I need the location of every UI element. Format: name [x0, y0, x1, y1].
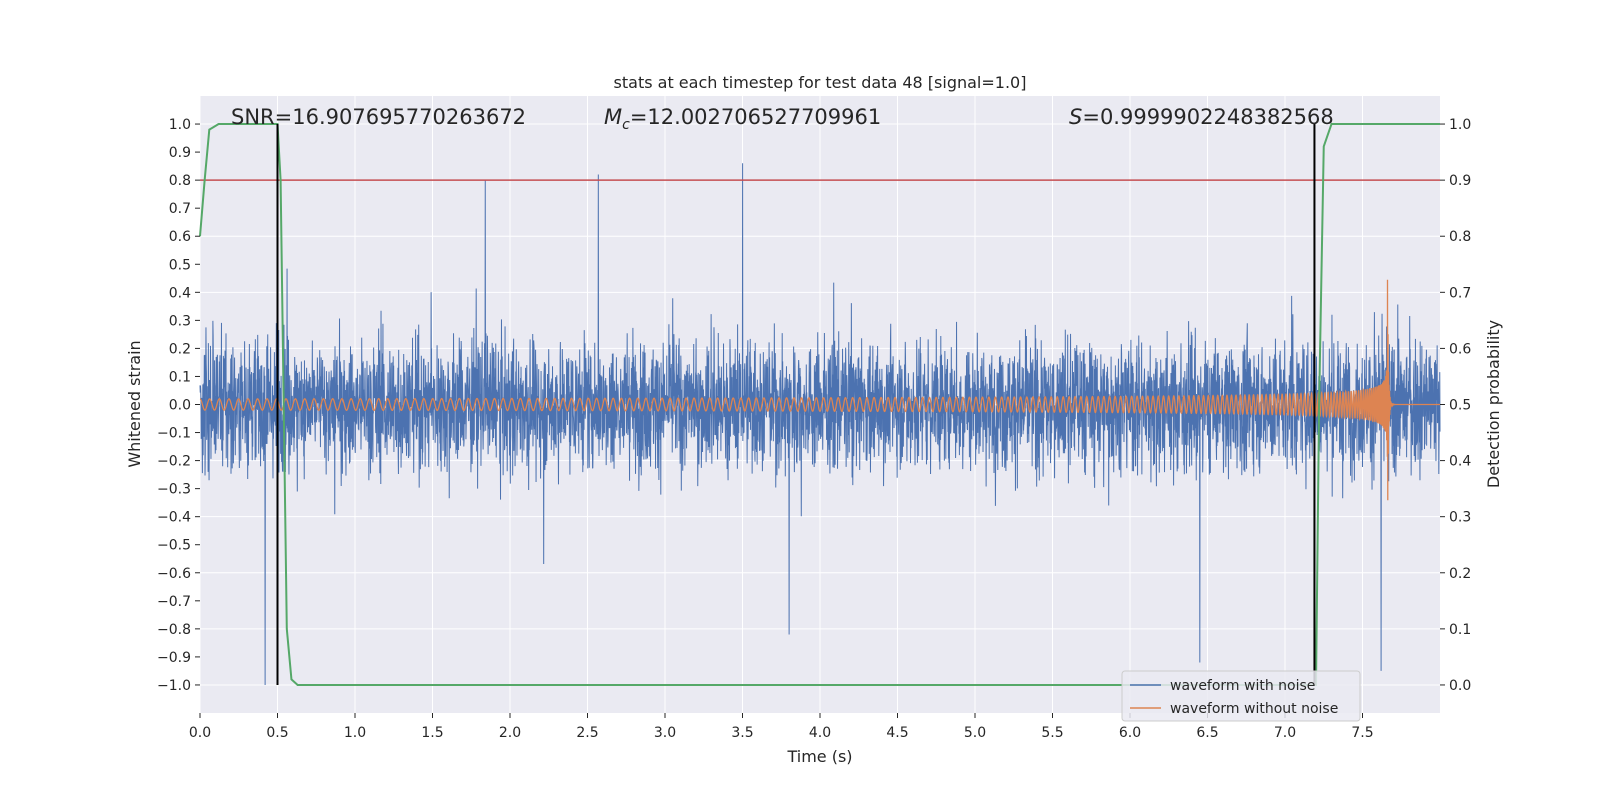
y-tick-label-left: −0.9 — [157, 650, 191, 666]
y-tick-label-left: 0.1 — [169, 369, 191, 385]
y-tick-label-right: 0.0 — [1449, 678, 1471, 694]
s-value: =0.9999902248382568 — [1082, 105, 1333, 129]
y-axis-label-right: Detection probability — [1484, 320, 1503, 488]
y-ticks-right: 1.0 0.9 0.8 0.7 0.6 0.5 0.4 0.3 0.2 0.1 0.0 — [1440, 117, 1471, 694]
legend-label-signal: waveform without noise — [1170, 701, 1338, 717]
x-tick-label: 2.5 — [576, 725, 598, 741]
probability-series — [199, 123, 1440, 686]
y-tick-label-left: 0.0 — [169, 398, 191, 414]
y-tick-label-left: −0.4 — [157, 510, 191, 526]
x-tick-label: 1.0 — [344, 725, 366, 741]
snr-annotation: SNR=16.907695770263672 — [231, 105, 526, 129]
x-tick-label: 5.0 — [964, 725, 986, 741]
y-tick-label-right: 0.6 — [1449, 341, 1471, 357]
y-tick-label-right: 0.5 — [1449, 398, 1471, 414]
y-ticks-left: 1.0 0.9 0.8 0.7 0.6 0.5 0.4 0.3 0.2 0.1 0.0 −0.1 −0.… — [157, 117, 200, 694]
y-tick-label-left: −1.0 — [157, 678, 191, 694]
y-tick-label-right: 0.2 — [1449, 566, 1471, 582]
y-tick-label-left: 0.4 — [169, 285, 191, 301]
marker-lines — [276, 124, 1316, 685]
y-tick-label-right: 0.3 — [1449, 510, 1471, 526]
y-tick-label-right: 0.7 — [1449, 285, 1471, 301]
noise-series — [199, 163, 1441, 685]
signal-series — [199, 279, 1440, 501]
y-tick-label-left: −0.1 — [157, 426, 191, 442]
mc-symbol: M — [604, 105, 622, 129]
y-tick-label-right: 0.1 — [1449, 622, 1471, 638]
x-tick-label: 3.5 — [731, 725, 753, 741]
y-tick-label-left: −0.8 — [157, 622, 191, 638]
s-symbol: S — [1069, 105, 1082, 129]
y-tick-label-right: 0.4 — [1449, 454, 1471, 470]
y-axis-label-left: Whitened strain — [125, 340, 144, 467]
probability-line — [199, 123, 1440, 686]
mc-annotation: Mc=12.002706527709961 — [604, 105, 881, 133]
y-tick-label-right: 0.9 — [1449, 173, 1471, 189]
x-tick-label: 0.5 — [266, 725, 288, 741]
x-axis-label: Time (s) — [786, 747, 852, 766]
x-tick-label: 6.5 — [1196, 725, 1218, 741]
y-tick-label-left: 0.8 — [169, 173, 191, 189]
y-tick-label-left: −0.3 — [157, 482, 191, 498]
x-tick-label: 2.0 — [499, 725, 521, 741]
signal-waveform-line — [199, 279, 1440, 501]
x-ticks: 0.0 0.5 1.0 1.5 2.0 2.5 3.0 3.5 4.0 4.5 5.0 5.5 6.0 6… — [189, 713, 1374, 741]
y-tick-label-left: 0.9 — [169, 145, 191, 161]
s-annotation: S=0.9999902248382568 — [1069, 105, 1334, 129]
y-tick-label-right: 1.0 — [1449, 117, 1471, 133]
y-tick-label-left: 1.0 — [169, 117, 191, 133]
mc-value: =12.002706527709961 — [630, 105, 881, 129]
y-tick-label-left: 0.5 — [169, 257, 191, 273]
mc-subscript: c — [622, 117, 630, 133]
y-tick-label-left: 0.2 — [169, 341, 191, 357]
x-tick-label: 7.0 — [1274, 725, 1296, 741]
y-tick-label-left: 0.7 — [169, 201, 191, 217]
legend-label-noise: waveform with noise — [1170, 678, 1315, 694]
x-tick-label: 1.5 — [421, 725, 443, 741]
noise-waveform-line — [199, 163, 1441, 685]
x-tick-label: 4.0 — [809, 725, 831, 741]
x-tick-label: 4.5 — [886, 725, 908, 741]
y-tick-label-right: 0.8 — [1449, 229, 1471, 245]
legend: waveform with noise waveform without noi… — [1121, 670, 1361, 722]
y-tick-label-left: −0.6 — [157, 566, 191, 582]
y-tick-label-left: −0.2 — [157, 454, 191, 470]
y-tick-label-left: 0.6 — [169, 229, 191, 245]
x-tick-label: 5.5 — [1041, 725, 1063, 741]
x-tick-label: 3.0 — [654, 725, 676, 741]
chart-title: stats at each timestep for test data 48 … — [614, 73, 1027, 92]
y-tick-label-left: 0.3 — [169, 313, 191, 329]
y-tick-label-left: −0.7 — [157, 594, 191, 610]
x-tick-label: 6.0 — [1119, 725, 1141, 741]
y-tick-label-left: −0.5 — [157, 538, 191, 554]
x-tick-label: 7.5 — [1351, 725, 1373, 741]
x-tick-label: 0.0 — [189, 725, 211, 741]
legend-box — [1121, 670, 1361, 722]
